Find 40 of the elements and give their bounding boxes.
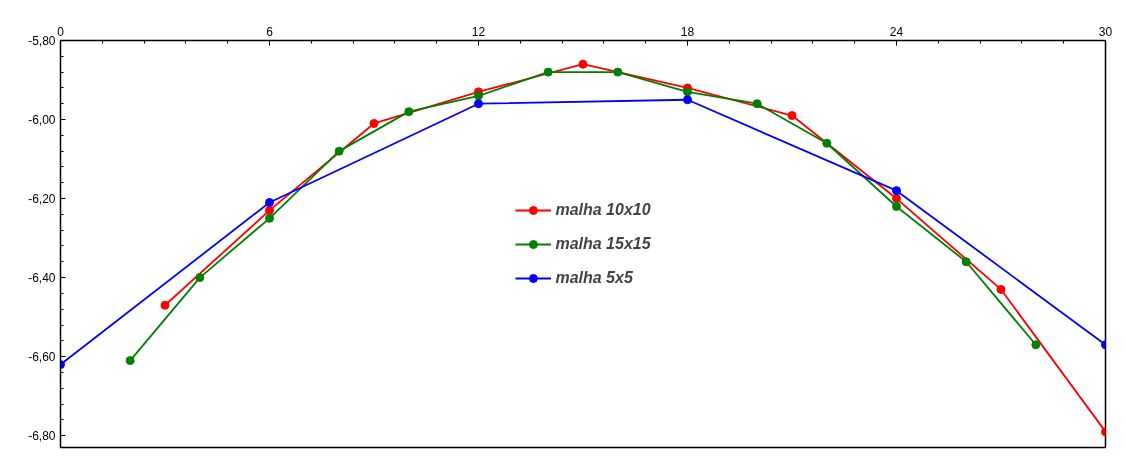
- point: [160, 300, 170, 310]
- point: [474, 99, 483, 109]
- legend-label: malha 15x15: [555, 234, 651, 253]
- point: [1031, 340, 1041, 350]
- x-tick-label: 18: [680, 24, 695, 39]
- x-tick-label: 30: [1098, 24, 1113, 39]
- point: [474, 91, 483, 101]
- point: [996, 284, 1006, 294]
- x-tick-label: 12: [471, 24, 486, 39]
- point: [892, 201, 901, 211]
- point: [265, 198, 274, 207]
- point: [334, 146, 344, 156]
- point: [543, 67, 553, 77]
- y-tick-label: -6,40: [28, 271, 56, 286]
- point: [404, 107, 414, 117]
- point: [892, 194, 901, 204]
- point: [369, 118, 379, 128]
- y-tick-label: -6,20: [28, 192, 56, 207]
- point: [822, 138, 832, 148]
- x-tick-label: 0: [57, 24, 65, 39]
- y-tick-label: -5,80: [28, 34, 56, 48]
- legend-label: malha 10x10: [555, 200, 651, 219]
- x-tick-label: 24: [889, 24, 904, 39]
- point: [613, 67, 623, 77]
- point: [265, 213, 274, 223]
- y-tick-label: -6,80: [28, 429, 56, 444]
- point: [961, 257, 971, 267]
- point: [752, 99, 762, 109]
- point: [683, 95, 692, 105]
- point: [892, 186, 901, 196]
- point: [683, 87, 692, 97]
- point: [265, 205, 274, 215]
- x-tick-label: 6: [266, 24, 274, 39]
- point: [578, 59, 588, 69]
- y-tick-label: -6,60: [28, 350, 56, 365]
- y-tick-label: -6,00: [28, 113, 56, 128]
- point: [125, 356, 135, 366]
- legend-label: malha 5x5: [555, 268, 633, 287]
- point: [787, 111, 797, 121]
- point: [195, 273, 205, 283]
